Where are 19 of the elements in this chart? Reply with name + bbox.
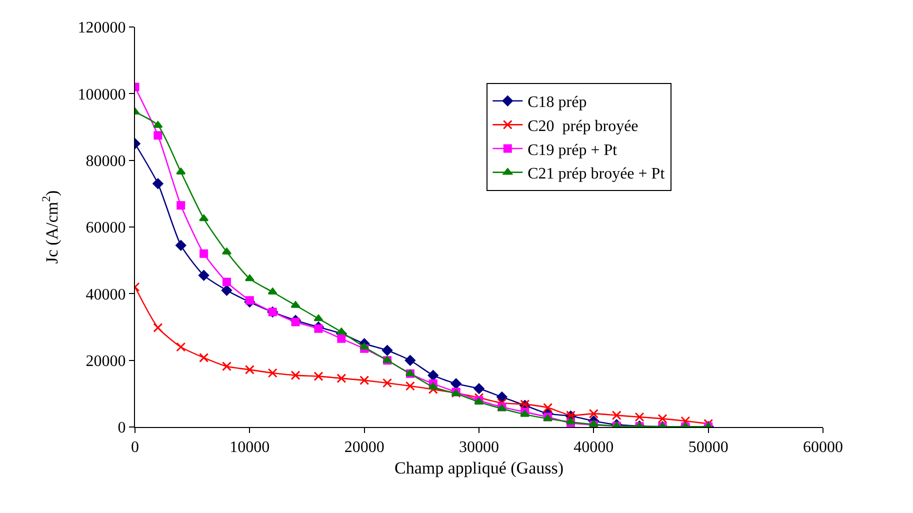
legend-label: C18 prép — [528, 94, 587, 112]
x-tick-label: 0 — [131, 439, 139, 456]
x-tick-label: 10000 — [230, 439, 270, 456]
y-tick-label: 0 — [118, 420, 126, 437]
y-tick-label: 100000 — [78, 86, 126, 104]
y-tick-label: 40000 — [86, 286, 126, 304]
x-tick-label: 30000 — [459, 439, 499, 456]
legend-label: C20 prép broyée — [528, 118, 638, 135]
x-tick-label: 40000 — [574, 439, 614, 456]
y-tick-label: 120000 — [78, 20, 126, 37]
x-tick-label: 50000 — [688, 439, 728, 456]
y-tick-label: 60000 — [86, 220, 126, 237]
y-tick-label: 80000 — [86, 152, 126, 170]
legend-label: C19 prép + Pt — [528, 142, 618, 159]
x-tick-label: 60000 — [803, 439, 843, 456]
x-axis-title: Champ appliqué (Gauss) — [394, 458, 564, 478]
y-tick-label: 20000 — [86, 352, 126, 370]
legend-label: C21 prép broyée + Pt — [528, 166, 666, 183]
x-tick-label: 20000 — [344, 439, 384, 456]
